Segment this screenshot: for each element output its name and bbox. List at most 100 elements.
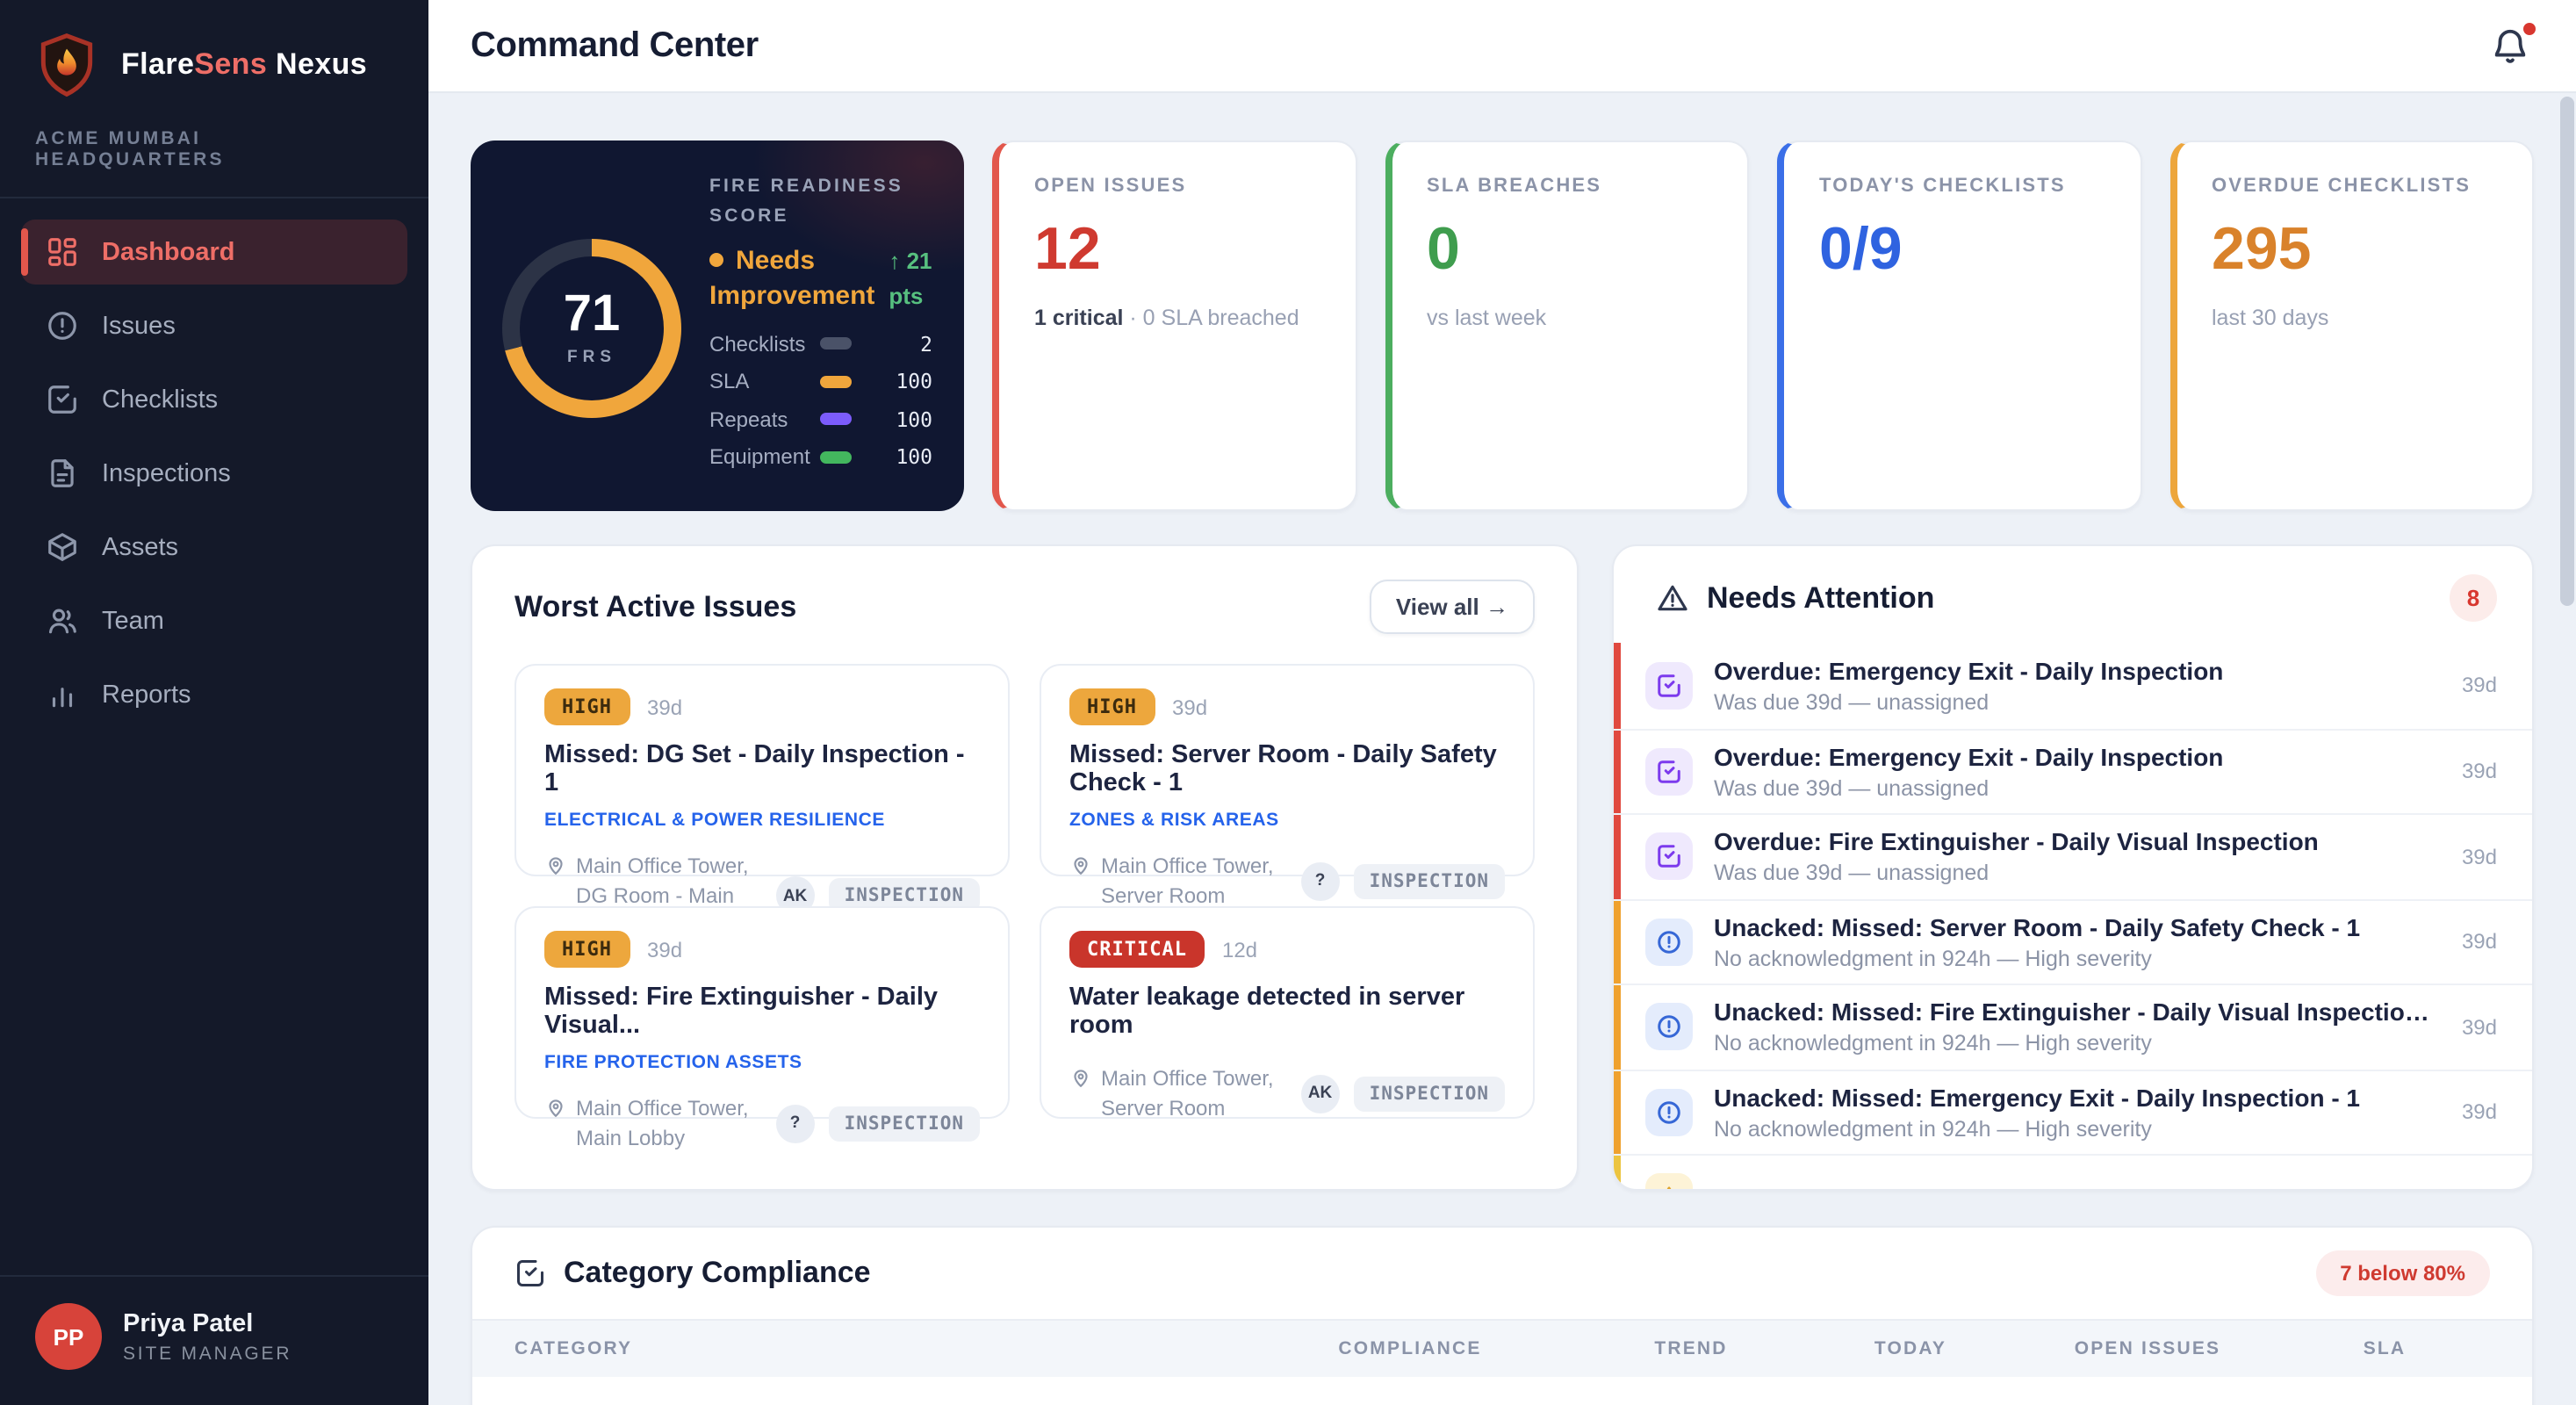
check-square-icon [517,1260,543,1286]
sidebar-item-assets[interactable]: Assets [21,515,407,580]
issue-card[interactable]: HIGH 39d Missed: Server Room - Daily Safe… [1040,664,1535,908]
issue-category-link[interactable]: FIRE PROTECTION ASSETS [544,1052,802,1073]
column-header: CATEGORY [514,1338,633,1359]
issue-location: Main Office Tower, Server Room [1069,852,1287,911]
attention-item[interactable]: Overdue: Emergency Exit - Daily Inspecti… [1614,728,2532,814]
panel-title: Needs Attention [1707,580,1935,614]
frs-title: FIRE READINESS SCORE [709,176,903,227]
sidebar-item-dashboard[interactable]: Dashboard [21,220,407,285]
issue-type-tag: INSPECTION [1353,1076,1505,1112]
category-name: Life Safety & Evacuation [546,1401,853,1405]
severity-badge: CRITICAL [1069,931,1205,968]
issue-title: Missed: Server Room - Daily Safety Check… [1069,741,1497,797]
frs-gauge: 71 FRS [502,238,681,417]
repeats-pill [820,413,852,426]
kpi-value: 0 [1427,216,1460,283]
attention-age: 39d [2461,844,2497,869]
today-cell: 0/4 [1805,1402,2016,1405]
sidebar-item-team[interactable]: Team [21,588,407,653]
table-row[interactable]: Life Safety & Evacuation 0% → 0% 0/4 3 ✓… [472,1377,2532,1405]
issue-type-tag: INSPECTION [828,1106,980,1142]
compliance-cell: 0% [1243,1401,1577,1405]
issue-category-link[interactable]: ELECTRICAL & POWER RESILIENCE [544,810,886,831]
warning-triangle-icon [1645,1173,1693,1189]
issue-card[interactable]: CRITICAL 12d Water leakage detected in se… [1040,906,1535,1120]
issue-title: Water leakage detected in server room [1069,984,1465,1040]
kpi-subtext: vs last week [1427,306,1547,330]
sidebar-item-label: Checklists [102,385,219,414]
notifications-bell-icon[interactable] [2490,22,2536,66]
kpi-subtext: last 30 days [2212,306,2329,330]
below-threshold-badge: 7 below 80% [2315,1250,2490,1296]
sidebar-item-label: Dashboard [102,238,235,266]
check-square-icon [1645,747,1693,796]
main-area: Command Center 71 FRS [428,0,2576,1405]
sidebar-item-reports[interactable]: Reports [21,662,407,727]
map-pin-icon [1074,1070,1088,1088]
kpi-value: 12 [1034,216,1101,283]
attention-age: 39d [2461,1099,2497,1125]
category-compliance-panel: Category Compliance 7 below 80% CATEGORY… [471,1226,2534,1405]
sidebar-item-checklists[interactable]: Checklists [21,367,407,432]
panel-title: Worst Active Issues [514,589,797,623]
compliance-percent: 0% [1496,1401,1534,1405]
user-role: SITE MANAGER [123,1343,292,1364]
sla-cell: ✓ Clear [2279,1401,2490,1405]
frs-status: Needs Improvement [709,246,875,312]
warning-triangle-icon [1658,585,1687,611]
bar-chart-icon [46,678,79,711]
equipment-pill [820,450,852,464]
sidebar-item-inspections[interactable]: Inspections [21,441,407,506]
severity-badge: HIGH [1069,688,1155,725]
severity-badge: HIGH [544,688,630,725]
user-profile[interactable]: PP Priya Patel SITE MANAGER [0,1275,428,1405]
frs-delta: ↑ 21 pts [889,248,932,309]
kpi-sla-breaches[interactable]: SLA BREACHES 0 vs last week [1385,140,1749,511]
frs-breakdown-row: SLA 100 [709,369,932,394]
open-issues-cell: 3 [2016,1401,2279,1405]
brand-name: FlareSens Nexus [121,47,368,81]
issue-category-link[interactable]: ZONES & RISK AREAS [1069,810,1279,831]
view-all-button[interactable]: View all → [1369,580,1535,634]
issue-title: Missed: DG Set - Daily Inspection - 1 [544,741,965,797]
attention-item[interactable]: Unacked: Missed: Fire Extinguisher - Dai… [1614,984,2532,1070]
attention-item[interactable]: Unacked: Missed: Emergency Exit - Daily … [1614,1069,2532,1155]
scrollbar[interactable] [2560,97,2574,606]
page-title: Command Center [471,25,759,64]
attention-item[interactable]: Overdue: Fire Extinguisher - Daily Visua… [1614,813,2532,899]
dashboard-icon [46,235,79,269]
kpi-todays-checklists[interactable]: TODAY'S CHECKLISTS 0/9 [1777,140,2141,511]
attention-item[interactable]: Unacked: Missed: Server Room - Daily Saf… [1614,898,2532,984]
kpi-open-issues[interactable]: OPEN ISSUES 12 1 critical · 0 SLA breach… [992,140,1356,511]
column-header: OPEN ISSUES [2074,1338,2221,1359]
site-name: ACME MUMBAI HEADQUARTERS [0,125,428,198]
check-square-icon [46,383,79,416]
attention-age: 39d [2461,673,2497,698]
issue-card[interactable]: HIGH 39d Missed: DG Set - Daily Inspectio… [514,664,1010,937]
box-icon [46,530,79,564]
attention-item[interactable]: Overdue: Emergency Exit - Daily Inspecti… [1614,643,2532,729]
issue-age: 39d [647,695,683,719]
issue-card[interactable]: HIGH 39d Missed: Fire Extinguisher - Dail… [514,906,1010,1150]
map-pin-icon [549,857,563,875]
issue-location: Main Office Tower, Server Room [1069,1064,1287,1123]
sidebar-item-label: Inspections [102,459,231,487]
table-header: CATEGORY COMPLIANCE TREND TODAY OPEN ISS… [472,1319,2532,1377]
issue-title: Missed: Fire Extinguisher - Daily Visual… [544,984,938,1040]
attention-age: 39d [2461,759,2497,784]
frs-score: 71 [563,285,621,342]
issue-age: 12d [1221,937,1258,962]
dashboard-content: 71 FRS FIRE READINESS SCORE Needs Improv… [428,93,2576,1405]
sidebar-nav: Dashboard Issues Checklists Inspections [0,198,428,757]
issue-location: Main Office Tower, Main Lobby [544,1094,762,1153]
kpi-overdue-checklists[interactable]: OVERDUE CHECKLISTS 295 last 30 days [2169,140,2534,511]
kpi-subtext: 1 critical · 0 SLA breached [1034,306,1299,330]
topbar: Command Center [428,0,2576,93]
attention-item[interactable]: Repeat: Missed: Emergency Exit - Daily I… [1614,1154,2532,1189]
issue-grid: HIGH 39d Missed: DG Set - Daily Inspectio… [472,660,1577,1161]
sidebar-item-issues[interactable]: Issues [21,293,407,358]
middle-row: Worst Active Issues View all → HIGH 39d M… [471,544,2534,1191]
frs-breakdown-row: Repeats 100 [709,407,932,432]
assignee-avatar: ? [1300,861,1340,901]
